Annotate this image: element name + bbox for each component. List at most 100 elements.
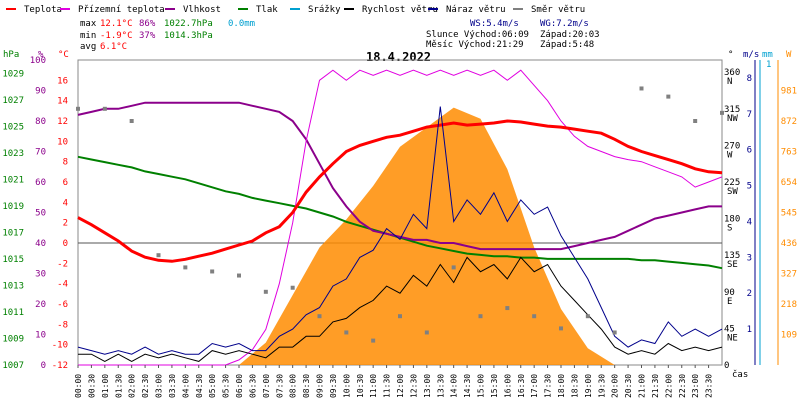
wind-direction-point <box>317 314 322 319</box>
direction-tick-label: 360 <box>724 68 740 78</box>
humidity-tick-label: 100 <box>30 56 46 66</box>
temp-tick-label: 6 <box>63 178 68 188</box>
direction-tick-label: 270 <box>724 141 740 151</box>
direction-name-label: NE <box>727 333 738 343</box>
stat-min-hum: 37% <box>139 31 156 41</box>
humidity-tick-label: 50 <box>35 209 46 219</box>
series-line-vlhkost <box>77 101 722 251</box>
x-tick-label: 07:30 <box>275 374 284 398</box>
x-tick-label: 12:00 <box>396 374 405 398</box>
x-tick-label: 07:00 <box>262 374 271 398</box>
x-tick-label: 10:00 <box>342 374 351 398</box>
x-tick-label: 16:30 <box>517 374 526 398</box>
solar-tick-label: 218 <box>781 300 797 310</box>
humidity-tick-label: 0 <box>41 361 46 371</box>
unit-ms: m/s <box>743 50 759 60</box>
wind-direction-point <box>612 330 617 335</box>
pressure-tick-label: 1025 <box>2 122 24 132</box>
x-tick-label: 03:00 <box>155 374 164 398</box>
direction-tick-label: 225 <box>724 178 740 188</box>
x-tick-label: 19:30 <box>597 374 606 398</box>
stats-header: max 12.1°C 86% 1022.7hPa 0.0mm min -1.9°… <box>80 19 600 64</box>
wind-direction-point <box>585 314 590 319</box>
x-tick-label: 21:30 <box>651 374 660 398</box>
wind-direction-point <box>344 330 349 335</box>
x-tick-label: 12:30 <box>409 374 418 398</box>
temp-tick-label: 2 <box>63 219 68 229</box>
x-tick-label: 04:30 <box>195 374 204 398</box>
x-tick-label: 01:00 <box>101 374 110 398</box>
x-tick-label: 23:30 <box>705 374 714 398</box>
wind-direction-point <box>290 285 295 290</box>
pressure-tick-label: 1015 <box>2 255 24 265</box>
x-tick-label: 14:00 <box>450 374 459 398</box>
humidity-tick-label: 30 <box>35 270 46 280</box>
x-tick-label: 15:00 <box>477 374 486 398</box>
direction-name-label: NW <box>727 114 738 124</box>
temp-tick-label: -2 <box>57 259 68 269</box>
x-tick-label: 08:30 <box>302 374 311 398</box>
stat-max-label: max <box>80 19 97 29</box>
x-tick-label: 13:30 <box>436 374 445 398</box>
x-tick-label: 02:00 <box>128 374 137 398</box>
pressure-tick-label: 1023 <box>2 149 24 159</box>
temp-tick-label: 8 <box>63 158 68 168</box>
series-line-teplota <box>77 119 723 263</box>
stat-avg-temp: 6.1°C <box>100 42 127 52</box>
x-tick-label: 09:30 <box>329 374 338 398</box>
x-tick-label: 18:00 <box>557 374 566 398</box>
x-tick-label: 09:00 <box>316 374 325 398</box>
wind-direction-point <box>532 314 537 319</box>
unit-wm2: W <box>786 50 792 60</box>
wind-direction-point <box>451 265 456 270</box>
temp-tick-label: 14 <box>57 97 68 107</box>
direction-tick-label: 135 <box>724 251 740 261</box>
stat-sun: Slunce Východ:06:09 <box>426 30 529 40</box>
x-tick-label: 06:00 <box>235 374 244 398</box>
stat-max-hum: 86% <box>139 19 156 29</box>
x-axis-ticks: 00:00 00:30 01:00 01:30 02:00 02:30 03:00 03:30… <box>74 365 714 398</box>
legend-label: Teplota <box>24 5 62 15</box>
wind-direction-point <box>424 330 429 335</box>
solar-tick-label: 545 <box>781 209 797 219</box>
stat-max-temp: 12.1°C <box>100 19 133 29</box>
stat-ws: WS:5.4m/s <box>470 19 519 29</box>
x-tick-label: 18:30 <box>570 374 579 398</box>
wind-direction-point <box>505 306 510 311</box>
x-tick-label: 03:30 <box>168 374 177 398</box>
wind-direction-point <box>156 253 161 258</box>
x-tick-label: 20:00 <box>611 374 620 398</box>
unit-hpa: hPa <box>3 50 19 60</box>
legend-label: Náraz větru <box>446 5 506 15</box>
wind-direction-point <box>559 326 563 331</box>
direction-name-label: SW <box>727 187 738 197</box>
humidity-tick-label: 10 <box>35 331 46 341</box>
x-tick-label: 14:30 <box>463 374 472 398</box>
pressure-tick-label: 1019 <box>2 202 24 212</box>
x-tick-label: 20:30 <box>624 374 633 398</box>
unit-c: °C <box>58 50 69 60</box>
wind-tick-label: 3 <box>747 253 752 263</box>
solar-tick-label: 981 <box>781 87 797 97</box>
temp-tick-label: 0 <box>63 239 68 249</box>
wind-direction-point <box>102 106 107 111</box>
legend-label: Srážky <box>308 5 341 15</box>
solar-tick-label: 654 <box>781 178 797 188</box>
wind-direction-point <box>129 119 134 123</box>
x-tick-label: 11:30 <box>383 374 392 398</box>
wind-direction-point <box>720 110 724 115</box>
temp-tick-label: 10 <box>57 137 68 147</box>
x-tick-label: 15:30 <box>490 374 499 398</box>
x-tick-label: 05:30 <box>222 374 231 398</box>
temp-tick-label: -12 <box>52 361 68 371</box>
x-tick-label: 22:30 <box>678 374 687 398</box>
humidity-tick-label: 80 <box>35 117 46 127</box>
x-tick-label: 17:30 <box>544 374 553 398</box>
pressure-tick-label: 1021 <box>2 175 24 185</box>
temp-tick-label: -8 <box>57 320 68 330</box>
solar-tick-label: 436 <box>781 239 797 249</box>
solar-tick-label: 109 <box>781 331 797 341</box>
series-line-rychlost-větru <box>78 256 723 362</box>
